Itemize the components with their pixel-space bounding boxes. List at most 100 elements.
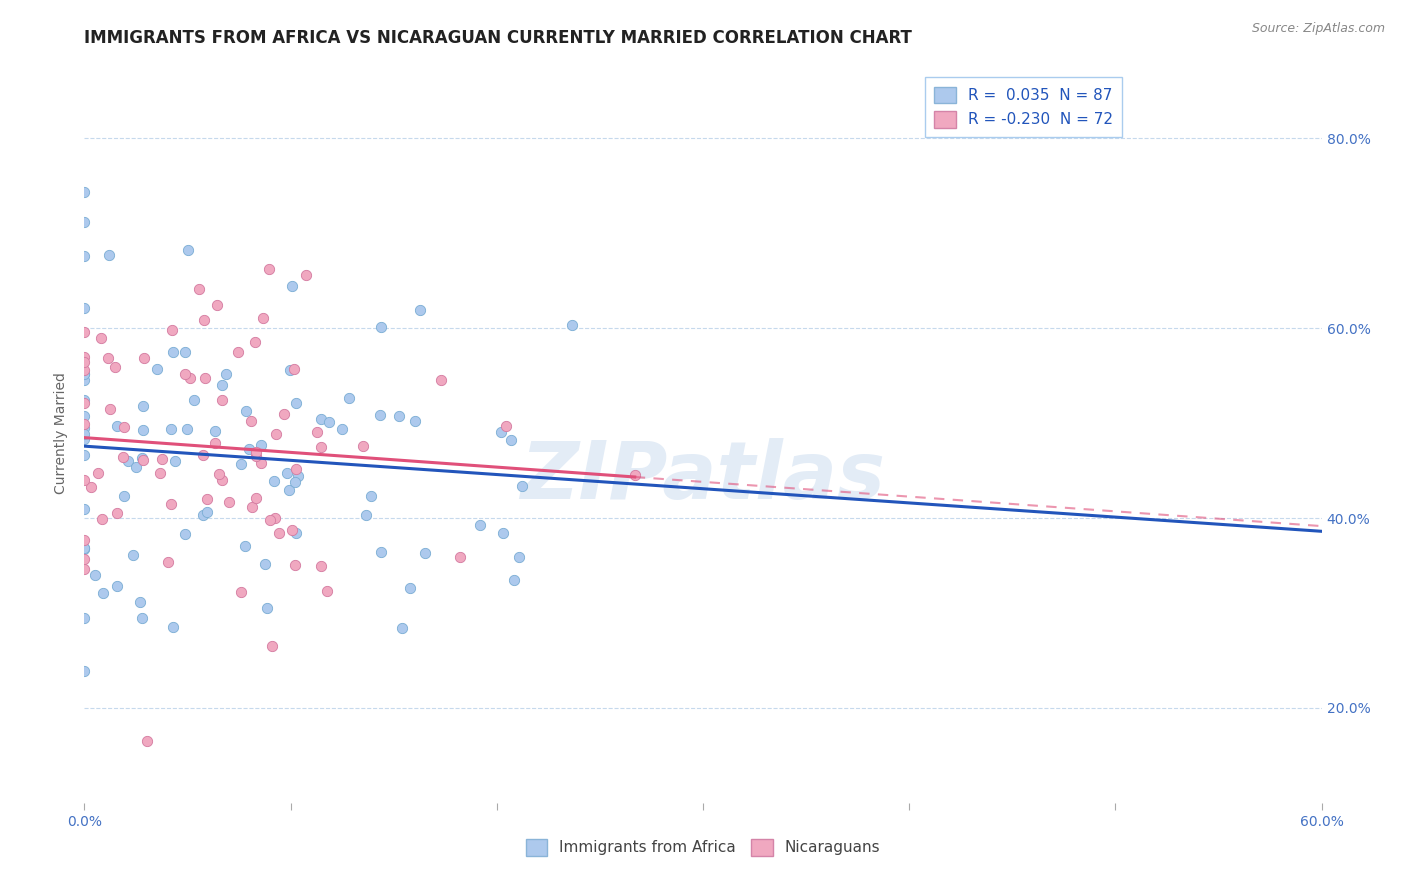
Point [228, 345, 250, 359]
Point [330, 422, 353, 436]
Point [91, 586, 114, 600]
Point [284, 475, 307, 489]
Point [176, 422, 198, 436]
Point [315, 583, 337, 598]
Point [368, 409, 391, 423]
Point [163, 454, 186, 468]
Point [156, 555, 179, 569]
Point [73, 249, 96, 263]
Point [207, 297, 229, 311]
Point [260, 639, 283, 653]
Point [84, 568, 107, 582]
Point [73, 417, 96, 431]
Point [98, 401, 121, 416]
Point [267, 525, 290, 540]
Point [449, 549, 471, 564]
Point [149, 466, 172, 480]
Point [90, 330, 112, 344]
Point [174, 344, 197, 359]
Point [128, 595, 150, 609]
Point [264, 426, 287, 441]
Point [73, 392, 96, 407]
Point [150, 451, 173, 466]
Point [211, 377, 233, 392]
Point [391, 621, 413, 635]
Point [160, 422, 183, 436]
Point [231, 585, 253, 599]
Point [404, 413, 426, 427]
Point [179, 371, 201, 385]
Point [501, 433, 523, 447]
Point [215, 368, 238, 382]
Point [177, 244, 200, 258]
Point [240, 414, 263, 428]
Point [263, 511, 285, 525]
Point [173, 367, 195, 381]
Point [131, 450, 153, 465]
Point [561, 318, 583, 332]
Point [160, 497, 183, 511]
Point [254, 557, 277, 571]
Point [73, 350, 96, 364]
Point [211, 392, 233, 407]
Text: Source: ZipAtlas.com: Source: ZipAtlas.com [1251, 22, 1385, 36]
Point [73, 561, 96, 575]
Point [195, 491, 218, 506]
Point [233, 539, 256, 553]
Point [311, 440, 333, 454]
Point [73, 301, 96, 315]
Point [134, 351, 156, 366]
Point [354, 508, 377, 523]
Point [309, 558, 332, 573]
Point [256, 601, 278, 615]
Point [104, 359, 127, 374]
Point [124, 459, 146, 474]
Point [284, 396, 307, 410]
Point [191, 508, 214, 522]
Point [188, 282, 211, 296]
Point [278, 363, 301, 377]
Point [623, 467, 645, 482]
Point [131, 611, 153, 625]
Point [204, 425, 226, 439]
Point [162, 345, 184, 359]
Point [73, 533, 96, 547]
Point [281, 279, 304, 293]
Point [287, 469, 309, 483]
Point [430, 373, 453, 387]
Point [146, 362, 169, 376]
Point [73, 185, 96, 199]
Point [73, 396, 96, 410]
Point [73, 426, 96, 441]
Point [259, 513, 281, 527]
Point [503, 574, 526, 588]
Point [360, 489, 382, 503]
Point [245, 450, 267, 464]
Point [398, 581, 420, 595]
Point [235, 404, 257, 418]
Point [112, 489, 135, 503]
Point [86, 466, 108, 480]
Point [489, 425, 512, 439]
Point [409, 302, 432, 317]
Point [105, 418, 128, 433]
Point [136, 734, 159, 748]
Point [73, 374, 96, 388]
Point [73, 363, 96, 377]
Point [132, 400, 155, 414]
Point [162, 620, 184, 634]
Point [73, 433, 96, 447]
Point [508, 549, 530, 564]
Point [105, 579, 128, 593]
Point [73, 611, 96, 625]
Point [352, 439, 374, 453]
Point [245, 445, 267, 459]
Text: ZIPatlas: ZIPatlas [520, 438, 886, 516]
Legend: Immigrants from Africa, Nicaraguans: Immigrants from Africa, Nicaraguans [519, 833, 887, 862]
Point [283, 361, 305, 376]
Point [73, 448, 96, 462]
Point [195, 505, 218, 519]
Point [307, 425, 329, 439]
Y-axis label: Currently Married: Currently Married [55, 372, 69, 493]
Point [277, 483, 299, 498]
